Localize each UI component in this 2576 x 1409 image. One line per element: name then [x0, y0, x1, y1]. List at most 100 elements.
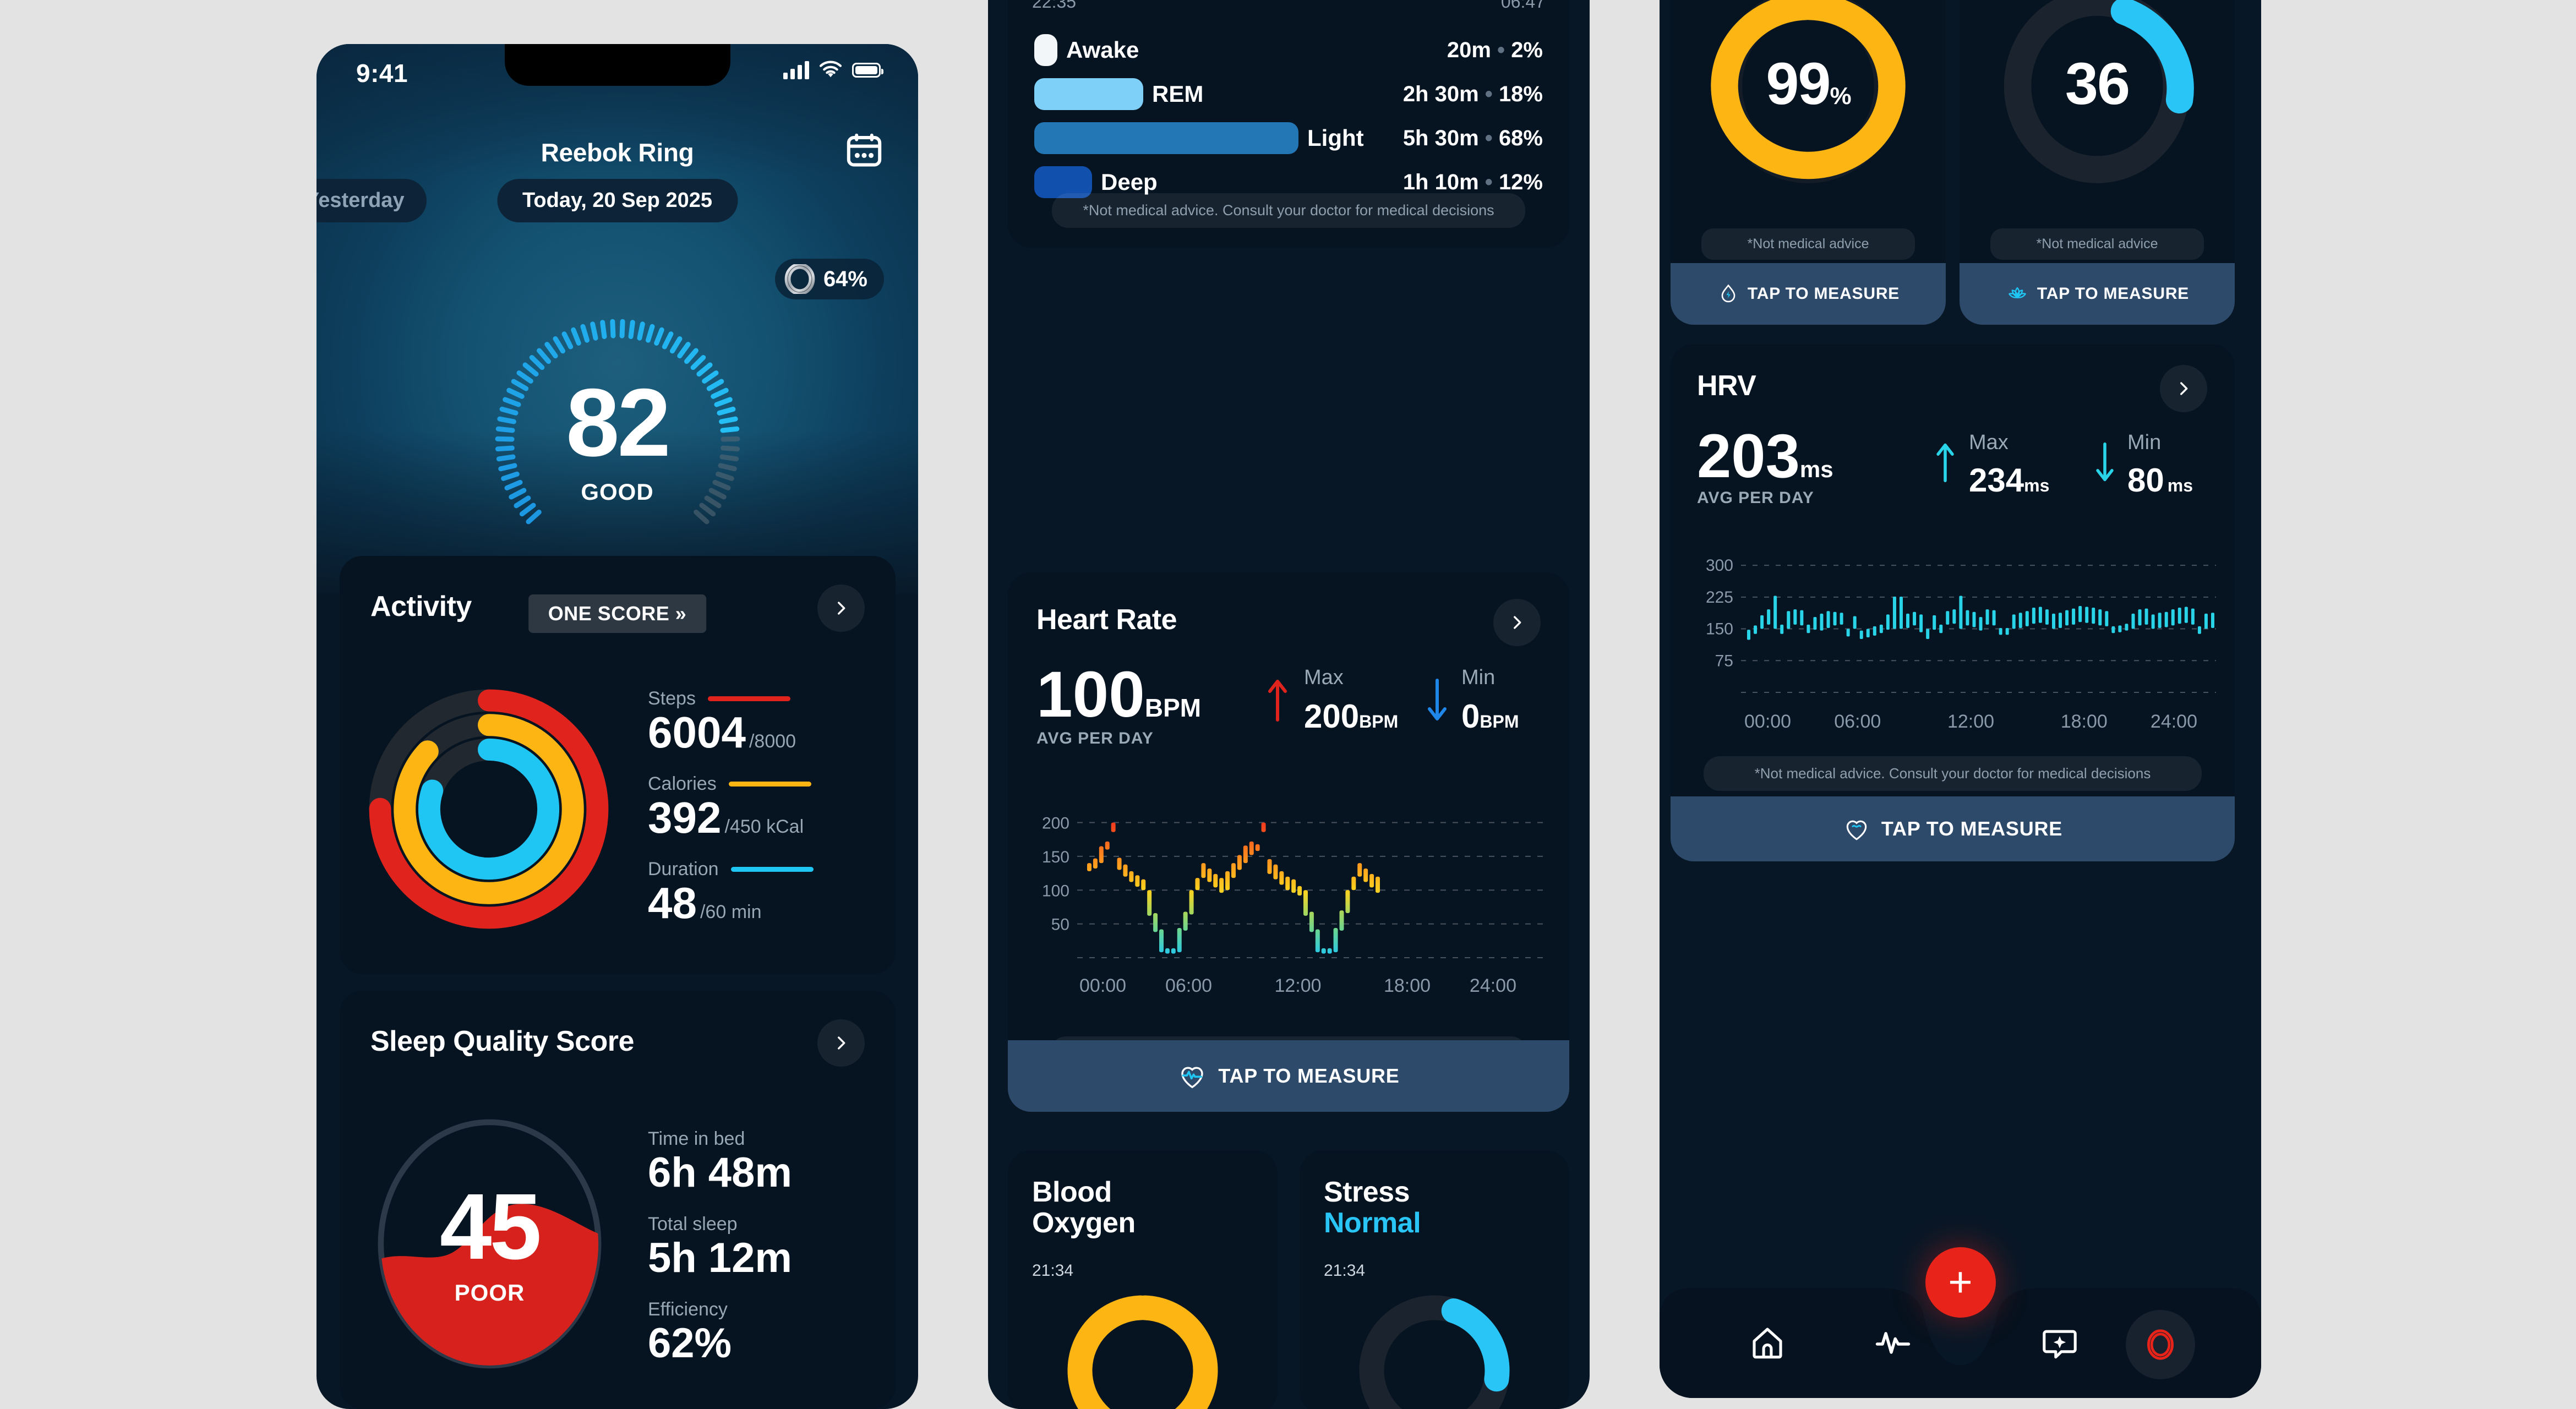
- hrv-measure-button[interactable]: TAP TO MEASURE: [1671, 796, 2235, 861]
- hr-min-number: 0: [1461, 698, 1480, 735]
- stage-percent: 12%: [1498, 170, 1543, 194]
- hrv-avg-number: 203: [1697, 422, 1800, 490]
- hrv-avg-subtitle: AVG PER DAY: [1697, 489, 1814, 507]
- phone-screen-dashboard: 9:41 Reebok Ring Yest: [316, 44, 918, 1409]
- svg-text:150: 150: [1706, 620, 1733, 638]
- stat-value: 62%: [648, 1320, 732, 1367]
- nav-item-home[interactable]: [1748, 1323, 1787, 1365]
- stage-color-bar: [1034, 34, 1057, 66]
- blood-oxygen-measure-button[interactable]: TAP TO MEASURE: [1671, 263, 1946, 325]
- heart-rate-chevron-button[interactable]: [1493, 599, 1541, 646]
- stage-duration: 5h 30m: [1402, 125, 1479, 150]
- activity-chevron-button[interactable]: [817, 585, 865, 632]
- arrow-down-icon: [1428, 679, 1447, 720]
- blood-oxygen-ring-preview: [1067, 1295, 1218, 1409]
- hrv-min-unit: ms: [2167, 476, 2193, 495]
- one-score-button[interactable]: ONE SCORE »: [528, 594, 707, 633]
- svg-text:18:00: 18:00: [2061, 711, 2108, 732]
- hrv-min-value: 80 ms: [2127, 461, 2193, 499]
- stress-card[interactable]: Stress Normal 21:34 36 *Not medical advi…: [1960, 0, 2235, 325]
- hrv-max-label: Max: [1969, 431, 2009, 454]
- svg-text:300: 300: [1706, 556, 1733, 575]
- hrv-chevron-button[interactable]: [2160, 365, 2207, 412]
- stress-value: 36: [2065, 50, 2130, 117]
- ring-battery-badge[interactable]: 64%: [774, 259, 884, 299]
- blood-oxygen-card[interactable]: Blood Oxygen 21:34 99% *Not medical advi…: [1671, 0, 1946, 325]
- activity-metric-duration: Duration 48/60 min: [648, 859, 814, 925]
- metric-label: Calories: [648, 773, 717, 794]
- stress-title: Stress Normal: [1324, 1177, 1421, 1238]
- nav-item-vitals[interactable]: [1873, 1323, 1913, 1365]
- heart-pulse-icon: [1181, 1067, 1204, 1089]
- stress-card-preview[interactable]: Stress Normal 21:34: [1300, 1150, 1569, 1409]
- day-pill-current[interactable]: Today, 20 Sep 2025: [497, 179, 738, 222]
- svg-text:12:00: 12:00: [1947, 711, 1994, 732]
- stage-values: 1h 10m • 12%: [1402, 170, 1543, 194]
- stage-duration: 1h 10m: [1402, 170, 1479, 194]
- nav-item-assistant[interactable]: [2040, 1323, 2080, 1365]
- blood-oxygen-disclaimer: *Not medical advice: [1701, 228, 1915, 260]
- hrv-max-number: 234: [1969, 462, 2024, 499]
- hrv-min-number: 80: [2127, 462, 2164, 499]
- oxygen-drop-icon: [1721, 284, 1735, 303]
- heart-rate-title: Heart Rate: [1036, 604, 1177, 636]
- stage-color-bar: [1034, 122, 1298, 154]
- stress-gauge: 36: [1993, 0, 2202, 197]
- hr-min-unit: BPM: [1480, 712, 1519, 731]
- activity-card[interactable]: Activity Steps 6004/8000: [340, 556, 896, 974]
- sleep-stage-row-deep: Deep 1h 10m • 12%: [1034, 165, 1543, 199]
- heart-rate-avg: 100BPM: [1036, 662, 1201, 727]
- sleep-quality-card[interactable]: Sleep Quality Score 45 POOR: [340, 991, 896, 1409]
- day-pill-previous[interactable]: Yesterday: [316, 179, 427, 222]
- svg-text:06:00: 06:00: [1165, 975, 1212, 996]
- calendar-button[interactable]: [844, 131, 884, 171]
- hrv-card[interactable]: HRV 203ms AVG PER DAY Max 2: [1671, 344, 2235, 861]
- metric-number: 48: [648, 878, 697, 927]
- metric-number: 392: [648, 793, 722, 842]
- blood-oxygen-ring: [1711, 0, 1906, 183]
- sleep-quality-title: Sleep Quality Score: [370, 1025, 634, 1057]
- svg-text:50: 50: [1051, 916, 1069, 934]
- svg-text:12:00: 12:00: [1274, 975, 1321, 996]
- hr-min-label: Min: [1461, 666, 1496, 689]
- stage-color-bar: [1034, 166, 1092, 198]
- svg-text:100: 100: [1042, 882, 1069, 900]
- sleep-quality-chevron-button[interactable]: [817, 1019, 865, 1067]
- svg-text:00:00: 00:00: [1079, 975, 1126, 996]
- arrow-down-icon: [2096, 442, 2114, 482]
- hrv-avg: 203ms: [1697, 425, 1833, 487]
- arrow-up-icon: [1936, 443, 1954, 483]
- heart-rate-card[interactable]: Heart Rate 100BPM AVG PER DAY Max: [1008, 572, 1569, 1090]
- sleep-disclaimer: *Not medical advice. Consult your doctor…: [1052, 193, 1525, 228]
- calendar-icon: [847, 133, 882, 167]
- hr-avg-number: 100: [1036, 658, 1145, 731]
- page-title: Reebok Ring: [541, 138, 694, 167]
- add-button[interactable]: +: [1925, 1247, 1996, 1318]
- sleep-stages-card[interactable]: 22:35 06:47 Awake 20m • 2% REM 2h 30: [1008, 0, 1569, 248]
- sleep-stat-efficiency: Efficiency 62%: [648, 1299, 792, 1364]
- blood-oxygen-gauge: 99%: [1704, 0, 1913, 197]
- stress-measure-button[interactable]: TAP TO MEASURE: [1960, 263, 2235, 325]
- blood-oxygen-time: 21:34: [1032, 1261, 1074, 1280]
- heart-rate-measure-button[interactable]: TAP TO MEASURE: [1008, 1040, 1569, 1112]
- svg-text:75: 75: [1715, 652, 1733, 670]
- status-bar-clock: 9:41: [356, 59, 408, 88]
- blood-oxygen-card-preview[interactable]: Blood Oxygen 21:34: [1008, 1150, 1278, 1409]
- sleep-score-visual: [378, 1119, 602, 1369]
- heart-rate-chart: 50 100 150 200 00:00 06:00 12:00 18:00 24:00: [1042, 815, 1547, 996]
- nav-item-ring[interactable]: [2126, 1310, 2195, 1379]
- sleep-stat-time-in-bed: Time in bed 6h 48m: [648, 1128, 792, 1194]
- sleep-stage-legend: Awake 20m • 2% REM 2h 30m • 18%: [1034, 33, 1543, 209]
- sleep-stage-row-light: Light 5h 30m • 68%: [1034, 121, 1543, 155]
- hrv-max-unit: ms: [2024, 476, 2050, 495]
- hrv-avg-unit: ms: [1799, 456, 1833, 482]
- metric-unit: /8000: [749, 731, 796, 752]
- measure-label: TAP TO MEASURE: [1747, 285, 1900, 303]
- activity-rings: [369, 689, 609, 929]
- metric-number: 6004: [648, 708, 746, 757]
- sleep-score-value: 45: [439, 1175, 542, 1279]
- activity-metric-steps: Steps 6004/8000: [648, 688, 814, 755]
- ring-icon: [784, 264, 815, 294]
- stage-percent: 68%: [1498, 125, 1543, 150]
